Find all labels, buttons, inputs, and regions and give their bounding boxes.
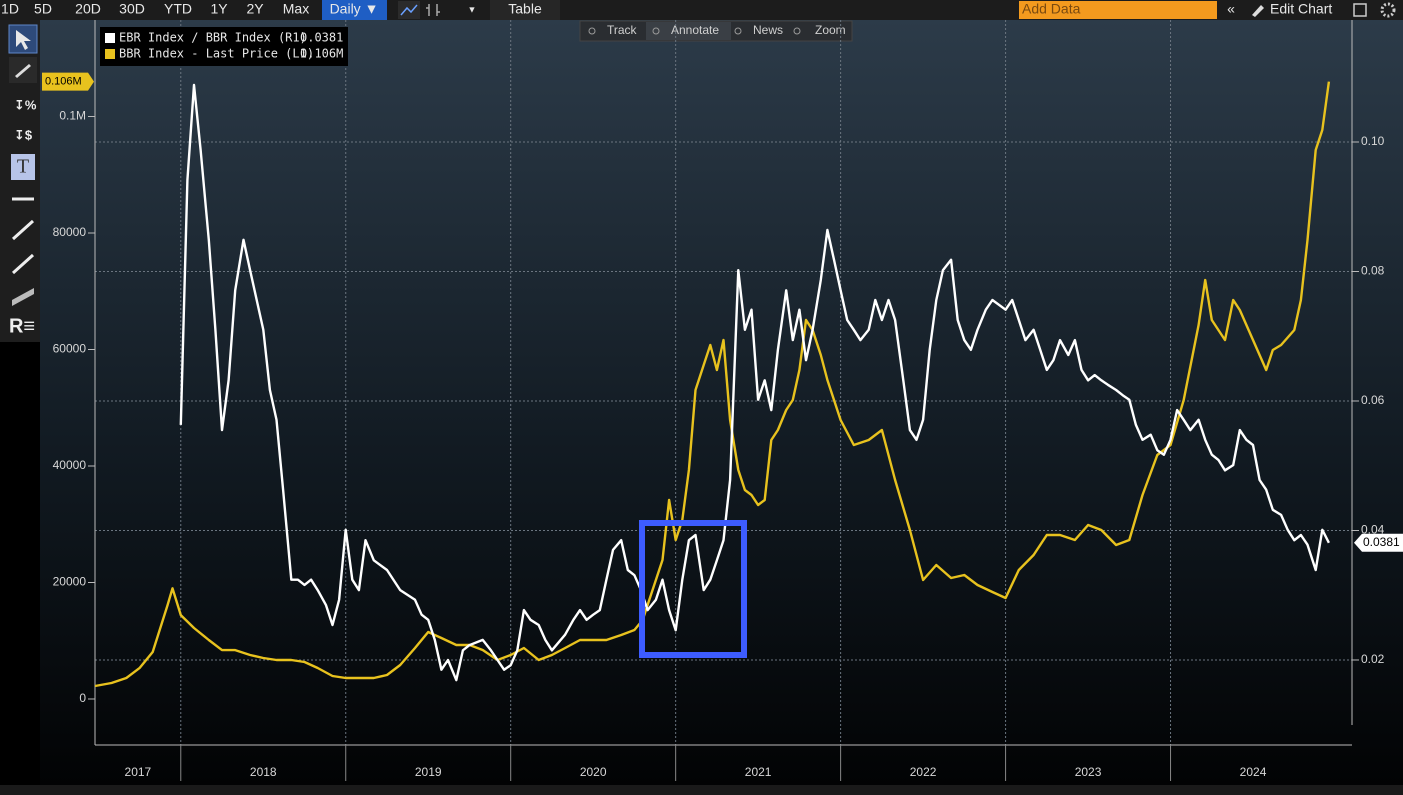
annotation-button[interactable]: Track — [607, 23, 638, 37]
series-line — [179, 83, 1330, 682]
highlight-box — [639, 520, 747, 658]
range-button[interactable]: Max — [283, 1, 309, 17]
line-chart-icon — [400, 4, 418, 16]
range-button[interactable]: 2Y — [246, 1, 264, 17]
x-tick-label: 2023 — [1075, 765, 1102, 779]
range-button[interactable]: 1Y — [210, 1, 228, 17]
bar-chart-icon[interactable] — [426, 4, 440, 16]
annotation-button[interactable]: News — [753, 23, 783, 37]
range-buttons: 1D 5D 20D 30D YTD 1Y 2Y Max — [1, 1, 309, 17]
edit-chart-button[interactable]: Edit Chart — [1270, 1, 1332, 17]
y2-tick-label: 0.06 — [1361, 393, 1385, 407]
channel-tool[interactable] — [12, 288, 34, 306]
range-button[interactable]: 1D — [1, 1, 19, 17]
annotation-icon[interactable] — [652, 27, 660, 35]
pointer-icon — [16, 30, 31, 50]
add-data-placeholder[interactable]: Add Data — [1022, 1, 1081, 17]
legend-label: BBR Index - Last Price (L1) — [119, 47, 314, 61]
frequency-label[interactable]: Daily ▼ — [330, 1, 379, 17]
frequency-button[interactable] — [322, 0, 387, 20]
x-tick-label: 2020 — [580, 765, 607, 779]
plot-background — [40, 20, 1403, 785]
status-strip — [0, 785, 1403, 795]
legend-value: 0.0381 — [300, 31, 343, 45]
y2-tick-label: 0.02 — [1361, 652, 1385, 666]
y-tick-label: 0 — [79, 691, 86, 705]
r-tool[interactable]: R≡ — [9, 315, 35, 337]
legend-swatch — [105, 49, 115, 59]
legend-swatch — [105, 33, 115, 43]
ray-tool[interactable] — [11, 253, 35, 275]
x-tick-label: 2024 — [1240, 765, 1267, 779]
annotate-active — [646, 22, 731, 40]
legend-value: 0.106M — [300, 47, 343, 61]
add-data-input[interactable] — [1019, 1, 1217, 19]
dropdown-icon[interactable]: ▼ — [468, 4, 477, 14]
legend-label: EBR Index / BBR Index (R1) — [119, 31, 307, 45]
annotation-buttons: Track Annotate News Zoom — [588, 23, 846, 37]
settings-icon[interactable] — [1353, 3, 1367, 17]
last-value-flag — [42, 72, 94, 91]
last-value-flags: 0.0381 0.106M — [42, 72, 1403, 552]
text-tool-icon: T — [17, 156, 29, 178]
gear-icon[interactable] — [1380, 2, 1396, 18]
collapse-icon[interactable]: « — [1227, 1, 1235, 17]
dollar-tool[interactable]: ↧$ — [14, 127, 33, 142]
x-tick-label: 2021 — [745, 765, 772, 779]
y2-tick-label: 0.08 — [1361, 264, 1385, 278]
table-button[interactable] — [490, 0, 560, 20]
y-tick-label: 0.1M — [59, 109, 86, 123]
series-line — [94, 81, 1331, 688]
last-value-label: 0.0381 — [1363, 535, 1400, 549]
y-tick-label: 20000 — [53, 575, 87, 589]
y-tick-label: 60000 — [53, 342, 87, 356]
percent-tool[interactable]: ↧% — [14, 97, 37, 112]
text-tool[interactable] — [11, 154, 35, 180]
range-button[interactable]: YTD — [164, 1, 192, 17]
legend — [100, 27, 348, 66]
x-tick-label: 2017 — [125, 765, 152, 779]
y2-tick-label: 0.04 — [1361, 523, 1385, 537]
x-tick-label: 2018 — [250, 765, 277, 779]
annotation-icon[interactable] — [793, 27, 801, 35]
range-button[interactable]: 5D — [34, 1, 52, 17]
last-value-flag — [1354, 533, 1403, 552]
y-tick-label: 80000 — [53, 225, 87, 239]
annotation-button[interactable]: Annotate — [671, 23, 719, 37]
y2-tick-label: 0.10 — [1361, 134, 1385, 148]
table-label[interactable]: Table — [508, 1, 542, 17]
lines — [94, 81, 1331, 688]
range-button[interactable]: 20D — [75, 1, 101, 17]
range-button[interactable]: 30D — [119, 1, 145, 17]
pencil-icon — [15, 64, 31, 78]
legend-entries: EBR Index / BBR Index (R1)0.0381 BBR Inde… — [105, 31, 343, 61]
last-value-label: 0.106M — [45, 75, 82, 87]
annotation-icon[interactable] — [588, 27, 596, 35]
y-tick-label: 40000 — [53, 458, 87, 472]
trend-tool[interactable] — [11, 219, 35, 241]
annotation-icon[interactable] — [734, 27, 742, 35]
axes: 0 20000 40000 60000 80000 0.1M 0.02 0.04 0.06 0.0… — [53, 20, 1385, 781]
annotation-button[interactable]: Zoom — [815, 23, 846, 37]
x-tick-label: 2022 — [910, 765, 937, 779]
edit-icon — [1252, 5, 1264, 17]
x-tick-label: 2019 — [415, 765, 442, 779]
